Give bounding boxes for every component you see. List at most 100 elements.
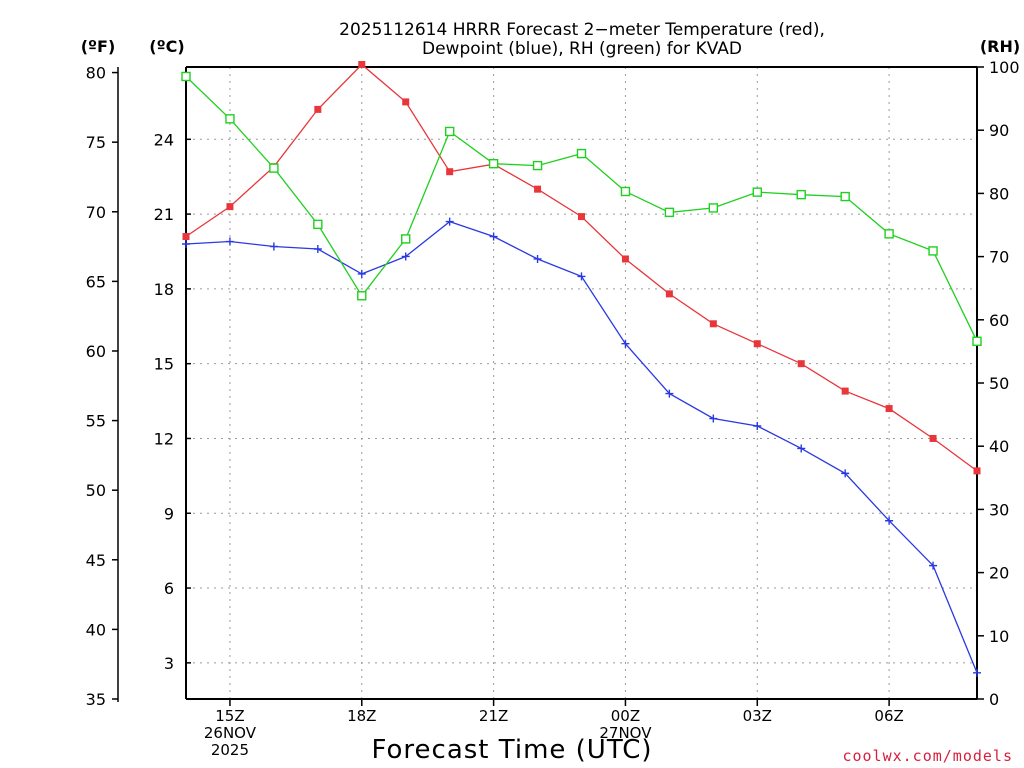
dewpoint-point [313,244,322,253]
celsius-unit-label: (ºC) [149,37,184,56]
celsius-tick-label: 18 [154,280,174,299]
rh-tick-label: 70 [989,248,1009,267]
temperature-point [665,290,673,298]
temperature-point [358,61,366,69]
fahrenheit-tick-label: 55 [86,412,106,431]
x-tick-label: 26NOV [204,724,257,742]
dewpoint-point [225,237,234,246]
rh-point [488,158,499,169]
fahrenheit-tick-label: 70 [86,203,106,222]
x-axis-label: Forecast Time (UTC) [371,735,652,765]
dewpoint-point [533,254,542,263]
celsius-tick-label: 21 [154,205,174,224]
rh-tick-label: 60 [989,311,1009,330]
temperature-point [709,320,717,328]
rh-point [840,191,850,202]
chart-title-line1: 2025112614 HRRR Forecast 2−meter Tempera… [339,20,825,40]
rh-tick-label: 20 [989,564,1009,583]
x-tick-label: 18Z [347,707,376,725]
fahrenheit-tick-label: 35 [86,690,106,709]
celsius-tick-label: 3 [164,654,174,673]
chart-title-line2: Dewpoint (blue), RH (green) for KVAD [422,39,742,59]
celsius-tick-label: 6 [164,579,174,598]
rh-tick-label: 10 [989,627,1009,646]
temperature-point [226,203,234,211]
x-tick-label: 21Z [479,707,508,725]
fahrenheit-unit-label: (ºF) [81,37,116,56]
fahrenheit-tick-label: 40 [86,620,106,639]
rh-point [401,234,411,244]
dewpoint-point [797,444,806,453]
temperature-point [314,105,322,113]
dewpoint-point [621,339,630,348]
rh-point [972,336,982,346]
data-series [181,61,982,677]
rh-tick-label: 40 [989,437,1009,456]
rh-point [752,187,762,197]
celsius-tick-label: 15 [154,355,174,374]
x-tick-label: 15Z [215,707,244,725]
celsius-tick-label: 9 [164,504,174,523]
temperature-point [753,340,761,348]
series-temperature [182,61,981,475]
rh-line [185,76,978,342]
series-dewpoint [182,217,981,677]
dewpoint-point [182,240,190,249]
temperature-point [841,387,849,395]
rh-tick-label: 50 [989,374,1009,393]
temperature-point [402,98,410,106]
temperature-point [929,434,937,442]
temperature-point [534,185,542,193]
celsius-tick-label: 24 [154,130,174,149]
fahrenheit-tick-label: 45 [86,551,106,570]
rh-tick-label: 30 [989,500,1009,519]
fahrenheit-tick-label: 75 [86,133,106,152]
temperature-point [621,255,629,263]
rh-point [928,246,938,256]
rh-point [225,114,235,124]
dewpoint-point [577,272,586,281]
x-tick-label: 2025 [211,741,249,759]
dewpoint-point [709,414,718,423]
rh-tick-label: 80 [989,184,1009,203]
temperature-point [578,213,585,221]
rh-tick-label: 100 [989,58,1020,77]
temperature-point [446,168,454,176]
dewpoint-point [269,242,278,251]
rh-point [576,148,587,159]
dewpoint-point [885,516,894,525]
rh-point [532,160,543,171]
dewpoint-point [445,217,454,226]
temperature-line [185,63,978,472]
dewpoint-point [401,252,410,261]
dewpoint-point [665,389,674,398]
rh-tick-label: 90 [989,121,1009,140]
rh-point [444,126,455,137]
rh-point [313,219,323,230]
rh-point [884,229,894,239]
x-tick-label: 03Z [743,707,772,725]
fahrenheit-tick-label: 60 [86,342,106,361]
rh-tick-label: 0 [989,690,999,709]
axes: 35 40 45 50 55 60 65 70 75 80 3 6 9 12 15 18 21 24 0 10 20 30… [86,58,1020,759]
dewpoint-point [841,469,850,478]
dewpoint-point [929,561,938,570]
fahrenheit-tick-label: 50 [86,481,106,500]
series-rh [181,71,982,346]
rh-point [708,203,719,213]
x-tick-label: 06Z [874,707,903,725]
rh-point [620,186,631,197]
temperature-point [182,233,190,241]
dewpoint-point [753,422,762,431]
rh-point [269,163,279,173]
temperature-point [797,360,805,368]
x-tick-label: 00Z [611,707,640,725]
dewpoint-point [357,269,366,278]
temperature-point [885,405,893,413]
fahrenheit-tick-label: 80 [86,64,106,83]
temperature-point [973,467,981,475]
rh-point [664,207,675,218]
celsius-tick-label: 12 [154,429,174,448]
rh-point [796,189,806,200]
